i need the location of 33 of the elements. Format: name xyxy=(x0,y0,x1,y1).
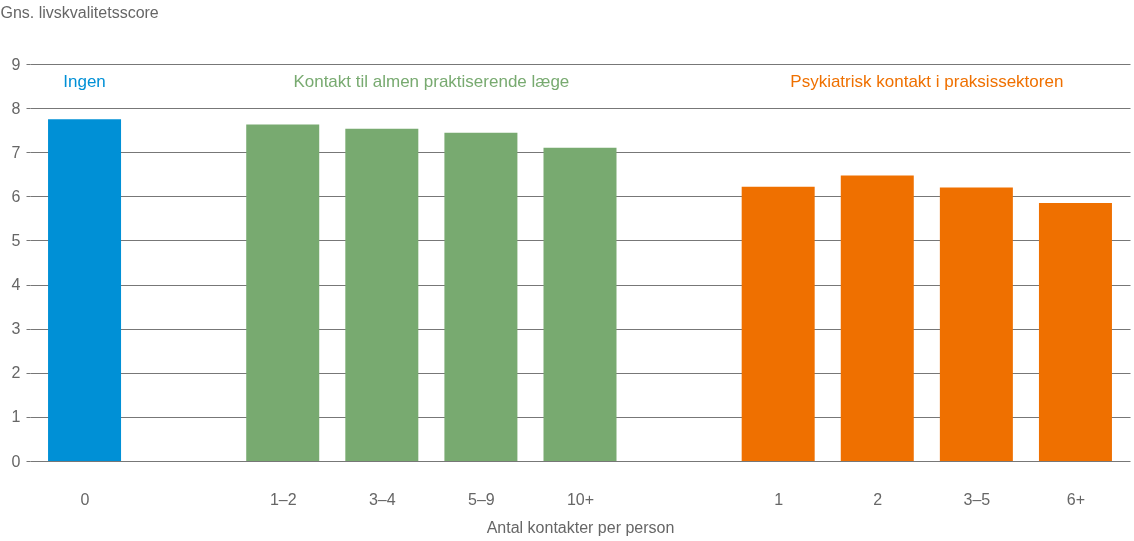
x-tick-label: 2 xyxy=(873,490,883,508)
bar xyxy=(840,175,914,461)
y-tick-label: 1 xyxy=(11,408,21,426)
bar xyxy=(741,186,815,461)
series-label: Ingen xyxy=(63,72,106,91)
y-tick-label: 5 xyxy=(11,231,21,249)
x-axis-title: Antal kontakter per person xyxy=(486,518,675,536)
bar xyxy=(246,124,320,461)
bar xyxy=(939,187,1013,461)
y-tick-label: 9 xyxy=(11,55,21,73)
x-tick-label: 3–4 xyxy=(368,490,396,508)
series-label: Kontakt til almen praktiserende læge xyxy=(293,72,570,91)
x-tick-label: 6+ xyxy=(1066,490,1086,508)
x-tick-label: 0 xyxy=(80,490,90,508)
x-tick-label: 3–5 xyxy=(963,490,991,508)
y-tick-label: 2 xyxy=(11,364,21,382)
y-tick-label: 0 xyxy=(11,452,21,470)
bar xyxy=(444,132,518,461)
bar xyxy=(48,119,122,461)
text: Psykiatrisk kontakt i praksissektoren xyxy=(790,72,1064,91)
y-tick-label: 4 xyxy=(11,276,21,294)
y-tick-label: 8 xyxy=(11,99,21,117)
bar xyxy=(345,128,419,461)
y-tick-label: 7 xyxy=(11,143,21,161)
x-tick-label: 5–9 xyxy=(468,490,495,508)
x-tick-label: 10+ xyxy=(566,490,595,508)
y-axis-title: Gns. livskvalitetsscore xyxy=(0,3,159,21)
x-tick-label: 1 xyxy=(774,490,784,508)
bar xyxy=(1038,202,1112,461)
y-tick-label: 6 xyxy=(11,187,21,205)
bar xyxy=(543,147,617,461)
y-tick-label: 3 xyxy=(11,320,21,338)
x-tick-label: 1–2 xyxy=(269,490,297,508)
